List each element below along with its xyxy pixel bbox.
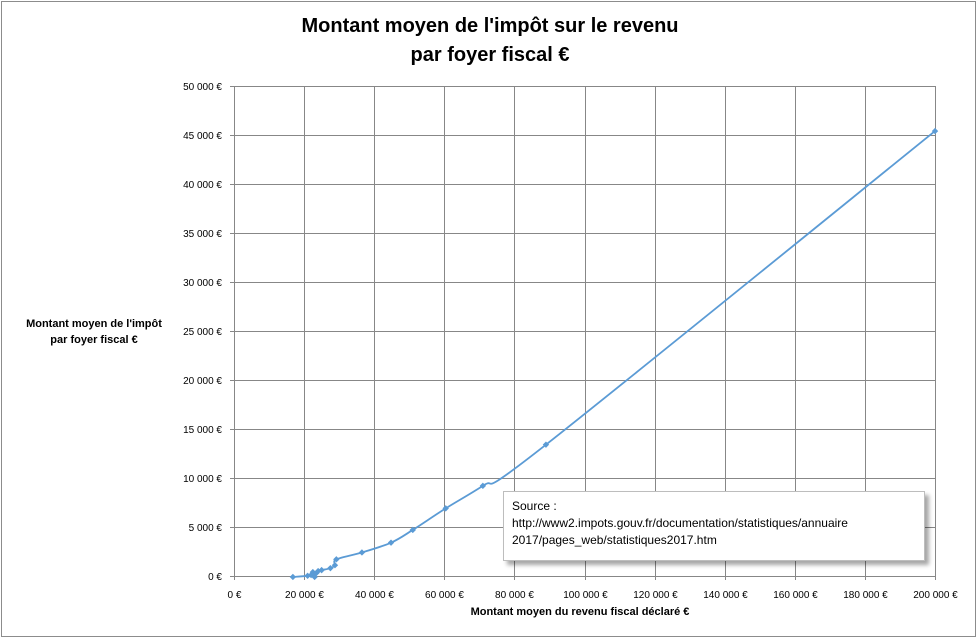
source-annotation: Source : http://www2.impots.gouv.fr/docu… xyxy=(503,491,925,561)
data-point xyxy=(309,568,317,576)
data-point xyxy=(327,564,334,572)
y-tick-label: 45 000 € xyxy=(183,131,222,142)
data-point xyxy=(318,566,325,574)
x-tick-label: 160 000 € xyxy=(773,590,818,601)
x-tick-label: 20 000 € xyxy=(285,590,324,601)
y-tick-label: 25 000 € xyxy=(183,327,222,338)
axes xyxy=(230,86,936,580)
y-tick-labels: 0 € 5 000 € 10 000 € 15 000 € 20 000 € 25 000… xyxy=(183,82,222,583)
series-group xyxy=(289,127,939,581)
y-tick-label: 40 000 € xyxy=(183,180,222,191)
data-point xyxy=(409,526,416,534)
data-point xyxy=(442,505,449,512)
data-point xyxy=(313,569,320,577)
data-point xyxy=(331,562,339,569)
x-tick-label: 0 € xyxy=(228,590,242,601)
x-axis-label: Montant moyen du revenu fiscal déclaré € xyxy=(470,606,690,618)
y-axis-label-line1: Montant moyen de l'impôt xyxy=(26,318,162,330)
y-axis-label-line2: par foyer fiscal € xyxy=(50,334,138,346)
chart-title-line1: Montant moyen de l'impôt sur le revenu xyxy=(301,15,679,37)
y-axis-label: Montant moyen de l'impôt par foyer fisca… xyxy=(14,316,174,348)
data-point xyxy=(479,482,487,490)
data-point xyxy=(542,441,550,448)
source-line1: Source : xyxy=(512,499,557,513)
x-tick-label: 80 000 € xyxy=(495,590,534,601)
x-tick-labels: 0 € 20 000 € 40 000 € 60 000 € 80 000 € 100 0… xyxy=(228,590,959,601)
y-tick-label: 35 000 € xyxy=(183,229,222,240)
y-tick-label: 50 000 € xyxy=(183,82,222,93)
source-line2: http://www2.impots.gouv.fr/documentation… xyxy=(512,516,848,530)
x-tick-label: 140 000 € xyxy=(703,590,748,601)
data-point xyxy=(333,556,340,563)
data-point xyxy=(304,572,311,580)
x-tick-label: 40 000 € xyxy=(355,590,394,601)
y-tick-label: 15 000 € xyxy=(183,425,222,436)
x-tick-label: 60 000 € xyxy=(425,590,464,601)
source-line3: 2017/pages_web/statistiques2017.htm xyxy=(512,533,717,547)
x-tick-label: 120 000 € xyxy=(633,590,678,601)
x-tick-label: 200 000 € xyxy=(913,590,958,601)
y-tick-label: 10 000 € xyxy=(183,474,222,485)
y-tick-label: 0 € xyxy=(208,572,222,583)
data-point xyxy=(289,573,297,581)
x-tick-label: 100 000 € xyxy=(563,590,608,601)
y-tick-label: 20 000 € xyxy=(183,376,222,387)
data-point xyxy=(931,127,939,135)
y-tick-label: 5 000 € xyxy=(189,523,223,534)
chart-title: Montant moyen de l'impôt sur le revenu p… xyxy=(180,12,800,70)
data-point xyxy=(358,549,366,556)
chart-title-line2: par foyer fiscal € xyxy=(410,44,570,66)
y-tick-label: 30 000 € xyxy=(183,278,222,289)
x-tick-label: 180 000 € xyxy=(843,590,888,601)
data-point xyxy=(387,539,395,546)
